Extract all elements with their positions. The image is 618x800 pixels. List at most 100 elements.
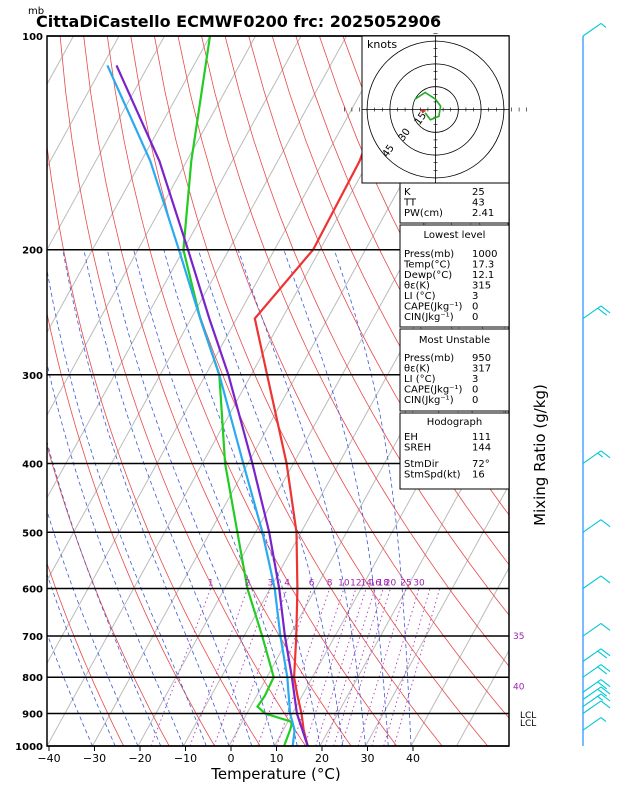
wind-barb-flag xyxy=(597,666,608,675)
wind-barb-flag xyxy=(600,450,611,459)
isotherm xyxy=(47,36,302,499)
wind-barb xyxy=(582,450,611,464)
most-unstable-row-value: 317 xyxy=(472,364,491,375)
most-unstable-row-key: CAPE(Jkg⁻¹) xyxy=(404,385,462,396)
moist-adiabat xyxy=(47,268,207,746)
dry-adiabat xyxy=(59,36,307,746)
mixing-ratio-label: 8 xyxy=(327,578,333,588)
mixing-ratio-label: 14 xyxy=(360,578,372,588)
index-pwcm-value: 2.41 xyxy=(472,208,494,219)
wind-barb-shaft xyxy=(582,305,602,319)
wind-barb xyxy=(582,648,611,662)
lowest-level-title: Lowest level xyxy=(424,230,486,241)
hodograph-row-key: SREH xyxy=(404,443,431,454)
moist-adiabat xyxy=(163,249,321,746)
x-tick-label: −40 xyxy=(37,752,60,765)
lcl-label-upper: LCL xyxy=(520,711,536,721)
mixing-ratio-line xyxy=(341,588,391,746)
wind-barb-half xyxy=(597,695,604,701)
lowest-row-key: CIN(Jkg⁻¹) xyxy=(404,312,454,323)
wind-barb-flag xyxy=(597,307,608,316)
wind-barb-flag xyxy=(600,519,611,528)
wind-barb-flag xyxy=(600,305,611,314)
lowest-row-value: 17.3 xyxy=(472,260,494,271)
y-tick-label: 200 xyxy=(22,246,43,257)
mixing-ratio-line xyxy=(357,588,407,746)
wind-barb xyxy=(582,679,611,693)
chart-title: CittaDiCastello ECMWF0200 frc: 202505290… xyxy=(36,12,441,31)
hodograph-row-key: StmSpd(kt) xyxy=(404,470,461,481)
isotherm xyxy=(47,36,165,251)
table-section xyxy=(399,224,510,328)
mixing-ratio-label: 3 xyxy=(268,578,274,588)
mixing-ratio-label: 20 xyxy=(385,578,397,588)
hodograph-row-value: 72° xyxy=(472,459,490,470)
mixing-ratio-line xyxy=(324,588,376,746)
wind-barb-shaft xyxy=(582,575,602,589)
x-tick-label: −20 xyxy=(128,752,151,765)
lowest-row-key: Temp(°C) xyxy=(403,260,451,271)
hodograph-row-value: 111 xyxy=(472,432,491,443)
y-tick-label: 600 xyxy=(22,584,43,595)
lowest-row-key: Dewp(°C) xyxy=(404,270,452,281)
mixing-ratio-label: 25 xyxy=(400,578,411,588)
index-k-value: 25 xyxy=(472,187,485,198)
index-tt-value: 43 xyxy=(472,198,485,209)
wind-barb-flag xyxy=(597,681,608,690)
mixing-ratio-axis-title: Mixing Ratio (g/kg) xyxy=(531,384,549,526)
y-tick-label: 100 xyxy=(22,32,43,43)
wind-barb-flag xyxy=(597,650,608,659)
moist-adiabat xyxy=(237,249,366,746)
dry-adiabat xyxy=(224,36,509,616)
x-tick-label: 20 xyxy=(315,752,329,765)
mixing-ratio-label: 6 xyxy=(309,578,315,588)
mixing-ratio-side-label: 40 xyxy=(513,683,525,693)
most-unstable-row-key: θε(K) xyxy=(404,364,430,375)
hodograph-unit: knots xyxy=(367,38,397,51)
wind-barb-half xyxy=(597,452,604,458)
dry-adiabat xyxy=(47,311,216,746)
indices-table: K 25 TT 43 PW(cm) 2.41 Lowest level Press(mb) 10… xyxy=(399,182,510,490)
wind-barb-flag xyxy=(600,693,611,702)
mixing-ratio-label: 10 xyxy=(338,578,350,588)
mixing-ratio-line xyxy=(291,588,345,746)
wind-barb-flag xyxy=(600,664,611,673)
wind-barb-shaft xyxy=(582,700,602,714)
dry-adiabat xyxy=(154,36,489,746)
mixing-ratio-line xyxy=(333,588,384,746)
hodograph-row-key: StmDir xyxy=(404,459,439,470)
lowest-row-value: 1000 xyxy=(472,249,497,260)
wind-barb-flag xyxy=(597,688,608,697)
y-tick-label: 500 xyxy=(22,528,43,539)
x-tick-label: 30 xyxy=(361,752,375,765)
mixing-ratio-line xyxy=(189,588,249,746)
lowest-row-value: 3 xyxy=(472,291,478,302)
most-unstable-row-key: LI (°C) xyxy=(404,374,436,385)
x-tick-label: 40 xyxy=(406,752,420,765)
hodograph-row-value: 144 xyxy=(472,443,491,454)
lowest-row-value: 315 xyxy=(472,281,491,292)
mixing-ratio-line xyxy=(393,588,441,746)
hodograph-row-key: EH xyxy=(404,432,418,443)
x-tick-label: −30 xyxy=(83,752,106,765)
mixing-ratio-line xyxy=(213,588,271,746)
moist-adiabat xyxy=(333,249,412,746)
wind-barb xyxy=(582,305,611,319)
lowest-row-value: 0 xyxy=(472,302,478,313)
mixing-ratio-label: 12 xyxy=(350,578,361,588)
index-k-key: K xyxy=(404,187,411,198)
wind-barb-shaft xyxy=(582,450,602,464)
lowest-row-key: LI (°C) xyxy=(404,291,436,302)
wind-barb-shaft xyxy=(582,22,602,37)
hodograph-trace xyxy=(414,91,442,121)
lowest-row-value: 0 xyxy=(472,312,478,323)
dry-adiabat xyxy=(201,36,509,667)
wind-barb xyxy=(582,693,611,708)
x-tick-label: 10 xyxy=(270,752,284,765)
moist-adiabat xyxy=(106,249,275,746)
y-tick-label: 800 xyxy=(22,673,43,684)
y-tick-label: 900 xyxy=(22,710,43,721)
dry-adiabat xyxy=(555,36,618,746)
